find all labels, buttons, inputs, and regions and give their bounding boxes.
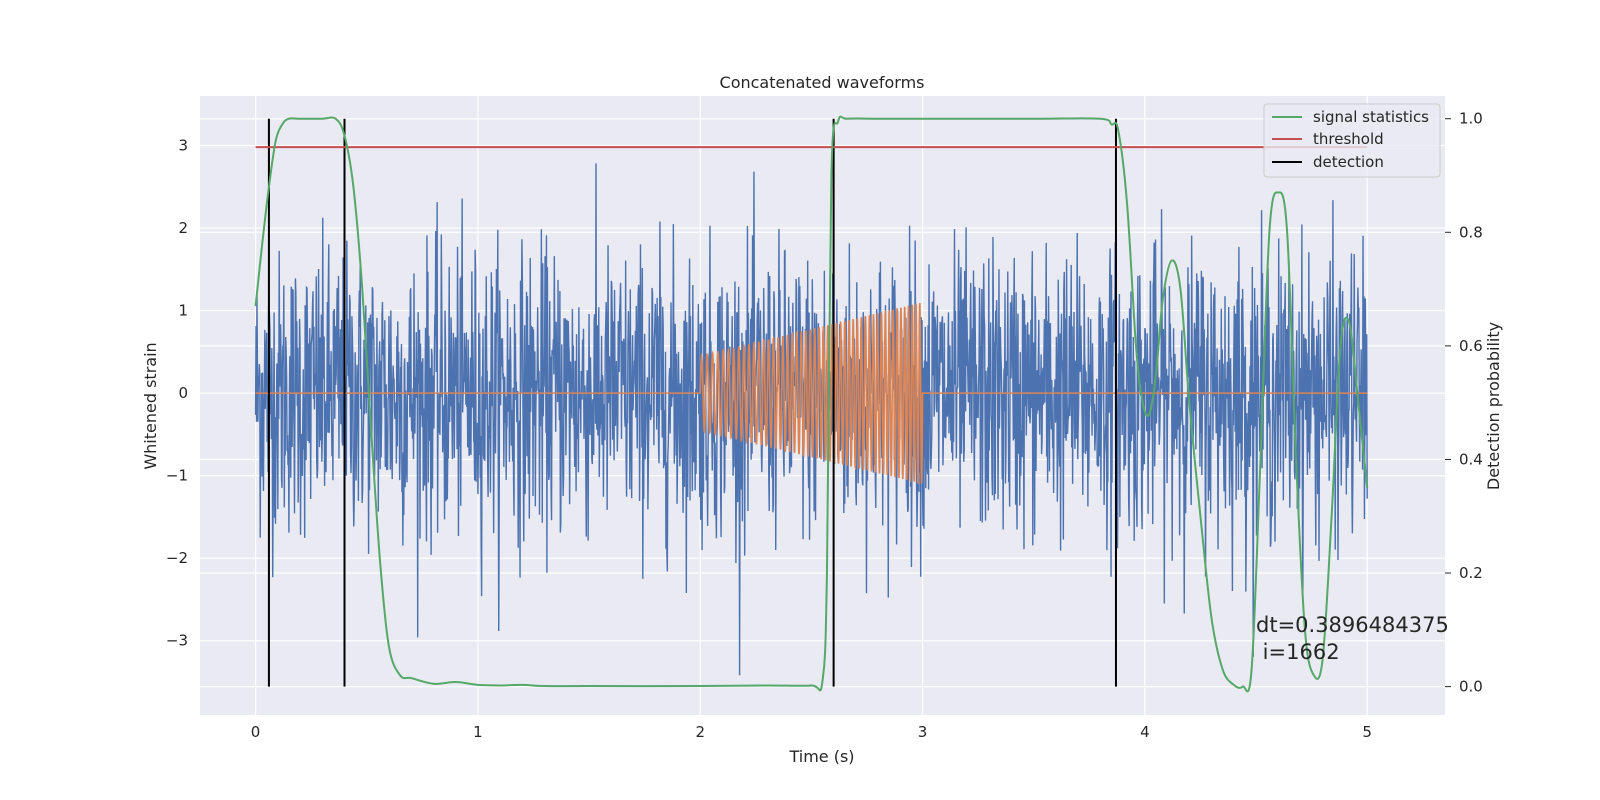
chart-title: Concatenated waveforms [720, 73, 925, 92]
annotation-i: i=1662 [1256, 640, 1340, 664]
y-tick-label: 0 [178, 384, 188, 402]
y-tick-label: −1 [166, 467, 188, 485]
legend-box [1263, 103, 1441, 178]
x-tick-label: 0 [251, 723, 261, 741]
y-tick-label: 2 [178, 219, 188, 237]
waveform-line [255, 302, 1368, 486]
legend-label-detection: detection [1313, 153, 1384, 171]
axis-ticks: 0 1 2 3 4 5 −3 −2 −1 0 1 2 3 0.0 0.2 0.4 0.6 0.8 1.0 [166, 110, 1483, 741]
x-tick-label: 5 [1362, 723, 1372, 741]
detection-lines [267, 118, 1117, 687]
x-tick-label: 4 [1140, 723, 1150, 741]
signal-statistics-series [254, 115, 1369, 693]
annotation-dt: dt=0.3896484375 [1256, 613, 1449, 637]
x-tick-label: 3 [918, 723, 928, 741]
y2-tick-label: 0.2 [1459, 564, 1483, 582]
y-tick-label: −2 [166, 549, 188, 567]
y2-tick-label: 1.0 [1459, 110, 1483, 128]
y2-axis-label: Detection probability [1484, 322, 1503, 490]
signal-statistics-line [254, 115, 1369, 693]
legend-label-signal-statistics: signal statistics [1313, 108, 1429, 126]
y-tick-label: 3 [178, 137, 188, 155]
x-tick-label: 1 [473, 723, 483, 741]
legend-label-threshold: threshold [1313, 130, 1384, 148]
y2-tick-label: 0.6 [1459, 337, 1483, 355]
legend: signal statistics threshold detection [1263, 103, 1441, 178]
y-axis-label: Whitened strain [141, 342, 160, 469]
y-tick-label: 1 [178, 302, 188, 320]
y2-tick-label: 0.4 [1459, 450, 1483, 468]
y2-tick-label: 0.8 [1459, 223, 1483, 241]
x-axis-label: Time (s) [788, 747, 854, 766]
y-tick-label: −3 [166, 632, 188, 650]
y2-tick-label: 0.0 [1459, 678, 1483, 696]
waveform-series [255, 302, 1368, 486]
x-tick-label: 2 [695, 723, 705, 741]
